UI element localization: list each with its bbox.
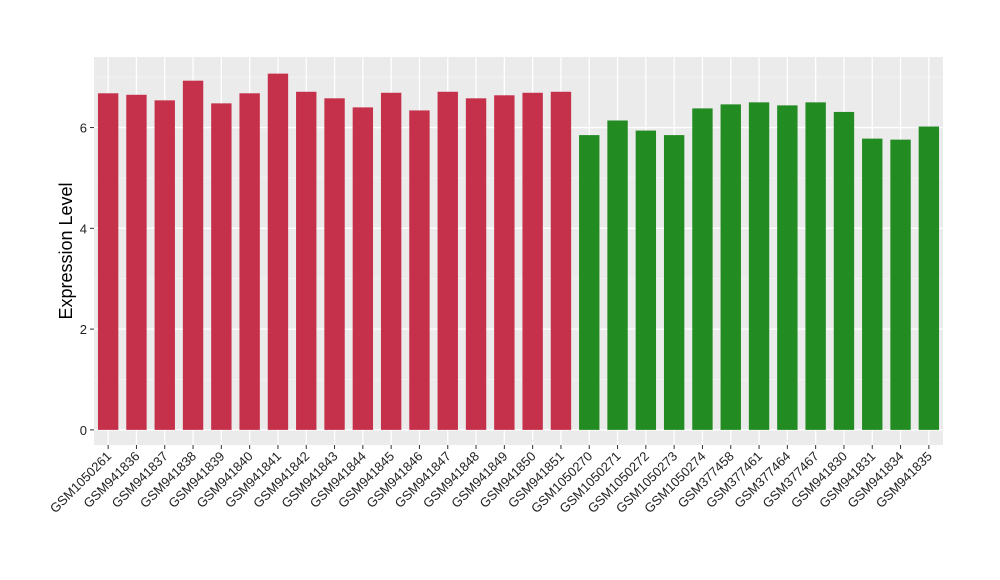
bar: [97, 93, 119, 430]
y-tick-label: 6: [80, 121, 87, 136]
bar: [211, 103, 232, 430]
bar: [126, 94, 147, 430]
bar: [635, 130, 657, 430]
bar: [748, 102, 770, 430]
y-tick-label: 2: [80, 322, 87, 337]
bar: [833, 111, 855, 430]
bar: [465, 98, 487, 430]
bar: [579, 135, 600, 430]
bar: [890, 139, 911, 430]
bar: [777, 105, 798, 430]
plot-panel: [94, 57, 943, 445]
y-axis-title: Expression Level: [56, 182, 76, 319]
y-tick-label: 0: [80, 423, 87, 438]
bar: [607, 120, 628, 430]
x-axis: GSM1050261GSM941836GSM941837GSM941838GSM…: [47, 445, 935, 516]
y-tick-label: 4: [80, 221, 87, 236]
bar: [239, 93, 260, 430]
bar: [154, 100, 175, 430]
bar: [522, 92, 543, 430]
bar: [324, 98, 345, 430]
bar: [720, 104, 741, 430]
bar: [296, 91, 317, 430]
bar: [437, 91, 458, 430]
bar: [805, 102, 826, 430]
bar: [494, 95, 515, 430]
bar: [409, 110, 430, 430]
bar: [692, 108, 713, 430]
bar: [862, 138, 883, 430]
bar: [352, 107, 374, 430]
bar: [182, 80, 204, 430]
bar: [663, 135, 685, 430]
bars: [97, 73, 940, 430]
bar: [267, 73, 289, 430]
bar: [550, 91, 572, 430]
bar: [918, 126, 940, 430]
y-axis: 0 2 4 6: [80, 121, 94, 438]
bar: [380, 92, 402, 430]
